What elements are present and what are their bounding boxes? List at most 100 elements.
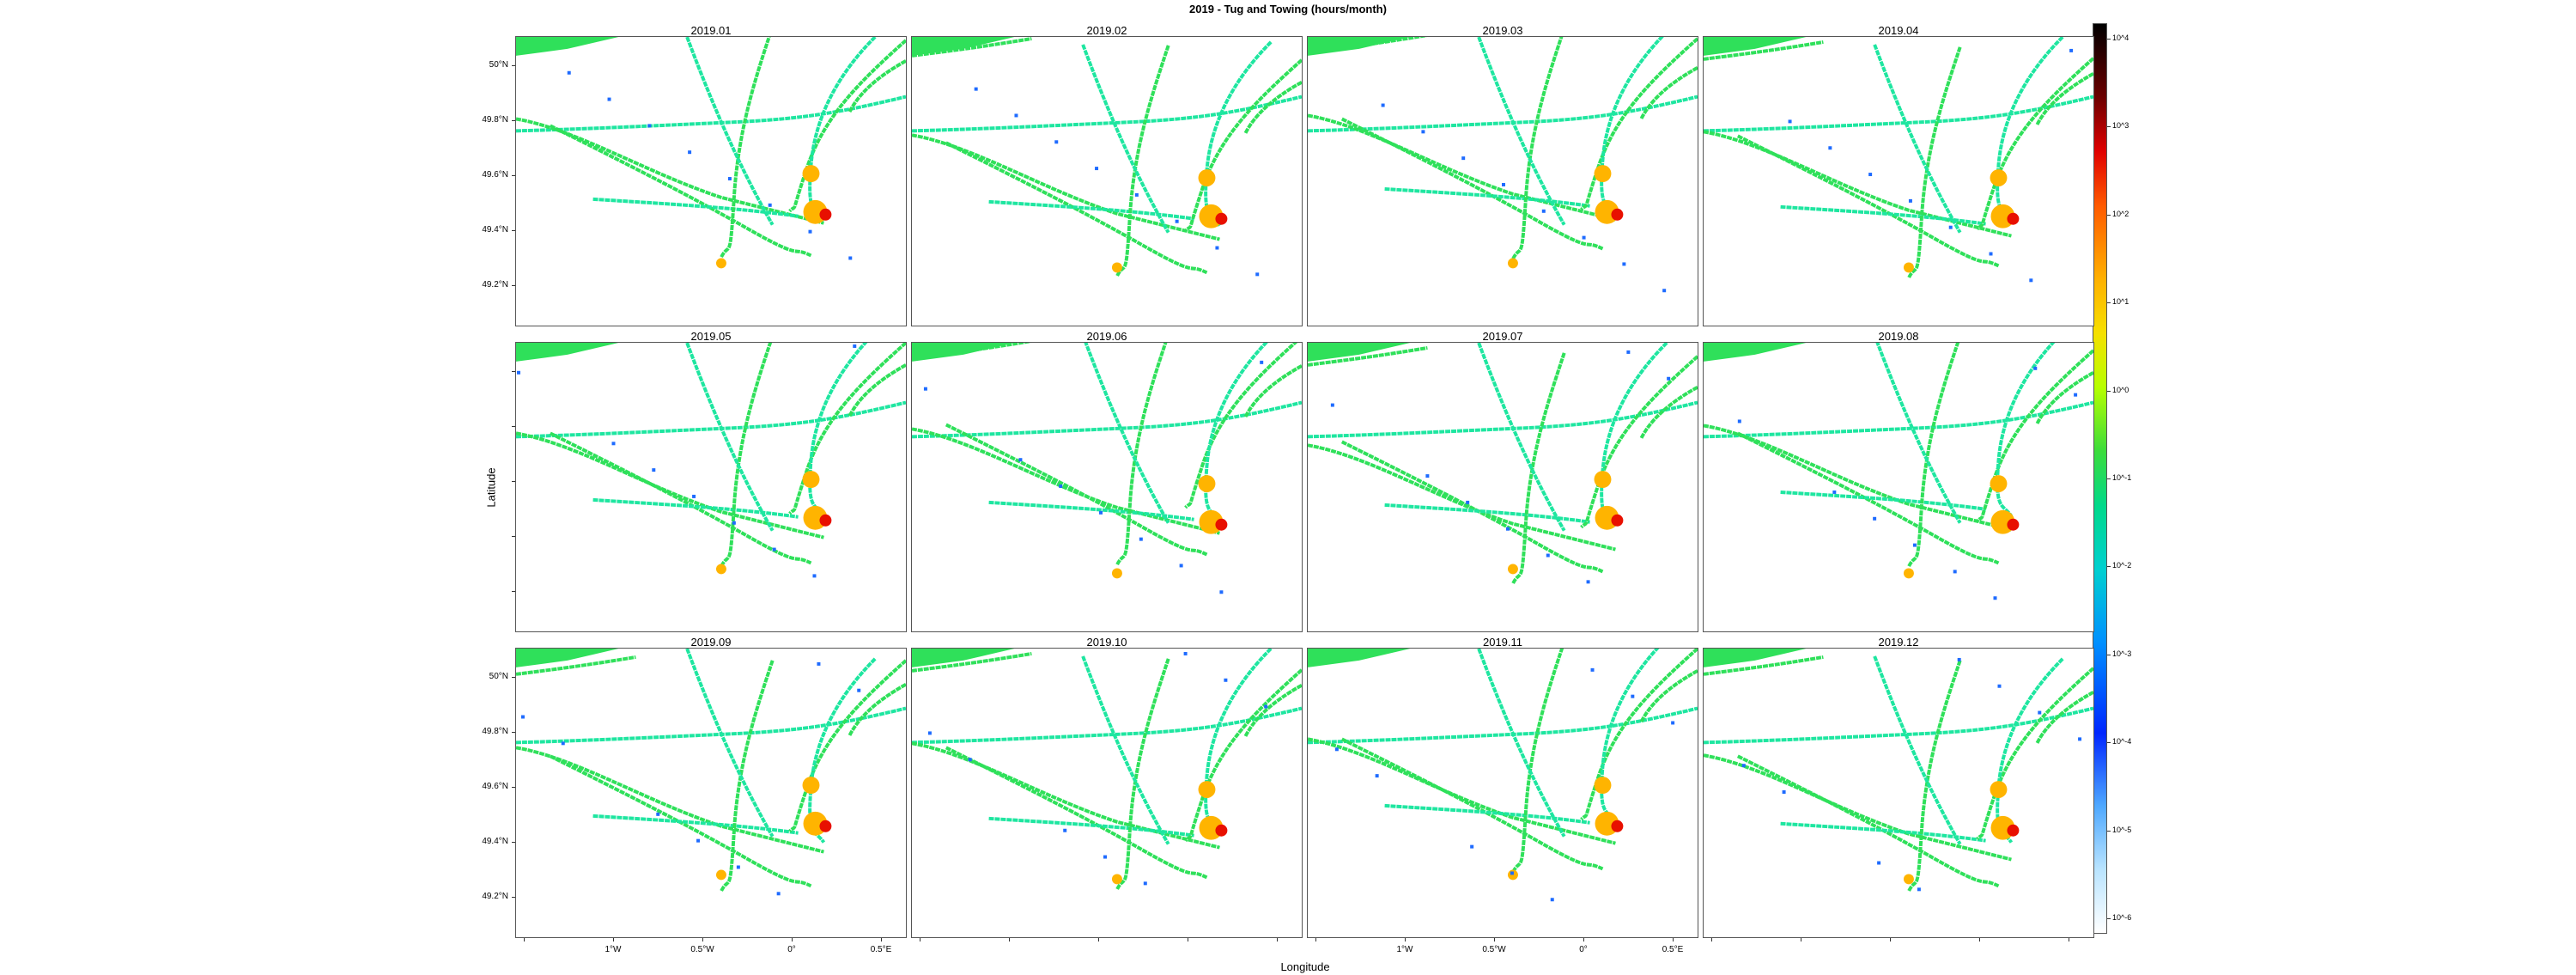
low-density-cell [2074,393,2078,397]
low-density-cell [1103,855,1107,859]
colorbar-tick-label: 10^-4 [2112,737,2132,746]
panel-title: 2019.05 [690,330,732,343]
low-density-cell [1421,130,1425,134]
ship-track [1736,431,2000,565]
low-density-cell [776,892,781,896]
ship-track [1996,343,2056,517]
low-density-cell [1590,667,1595,672]
lon-tick-label: 1°W [1396,945,1413,954]
activity-hotspot [1990,781,2008,798]
colorbar-tick [2107,742,2111,744]
lon-tick [1494,938,1495,941]
colorbar-tick-label: 10^-2 [2112,561,2132,570]
colorbar-tick-label: 10^1 [2112,297,2129,307]
low-density-cell [812,574,817,578]
ship-track [1580,649,1698,821]
y-axis-label: Latitude [484,467,498,508]
low-density-cell [567,70,571,75]
activity-hotspot [2007,824,2020,837]
low-density-cell [1505,527,1510,531]
ship-track [1907,343,1960,568]
ship-track [720,37,771,259]
ship-track [912,706,1302,745]
low-density-cell [968,758,972,762]
activity-hotspot [1198,169,1216,186]
ship-track [848,683,906,737]
low-density-cell [1334,747,1339,752]
ship-track [1873,44,1962,234]
low-density-cell [1993,596,1997,600]
ship-track [1580,355,1698,529]
shipping-lane-area [1308,649,1411,667]
ship-track [685,37,775,226]
ship-track [1243,80,1302,135]
lat-tick [512,787,515,788]
low-density-cell [2078,737,2082,741]
ship-track [1115,658,1170,891]
low-density-cell [923,387,927,391]
ship-track [1384,186,1590,208]
low-density-cell [652,468,656,472]
map-panel-2019.11 [1307,648,1698,938]
figure-title: 2019 - Tug and Towing (hours/month) [1189,3,1387,15]
low-density-cell [727,177,732,181]
ship-track [516,117,824,225]
ship-track [848,59,906,113]
lat-tick [512,371,515,372]
lon-tick-label: 0° [787,945,796,954]
ship-track [549,754,812,888]
low-density-cell [2069,48,2074,52]
colorbar-tick-label: 10^-1 [2112,473,2132,482]
ship-track [1384,803,1590,825]
activity-hotspot [1507,258,1518,269]
low-density-cell [1059,484,1063,488]
ship-track [1115,45,1170,277]
lat-tick-label: 49.8°N [482,727,508,736]
ship-track [1704,753,2012,862]
ship-track [1308,737,1616,845]
lon-tick [881,938,882,941]
activity-hotspot [802,471,820,488]
low-density-cell [1054,140,1059,144]
low-density-cell [1550,898,1554,902]
low-density-cell [1260,360,1264,364]
low-density-cell [1582,235,1586,240]
low-density-cell [1948,225,1953,229]
low-density-cell [1868,173,1873,177]
lon-tick [1098,938,1099,941]
ship-track [1976,349,2093,523]
ship-track [1780,204,1986,226]
colorbar [2093,23,2107,934]
shipping-lane-area [516,649,619,667]
activity-hotspot [1215,518,1228,531]
lon-tick [1009,938,1010,941]
low-density-cell [647,124,652,128]
ship-track [808,37,877,222]
ship-track [1780,490,1986,511]
map-panel-2019.05 [515,342,907,632]
lon-tick-label: 0.5°W [1482,945,1506,954]
panel-title: 2019.06 [1086,330,1127,343]
low-density-cell [732,521,736,525]
lat-tick-label: 50°N [489,60,508,70]
low-density-cell [1953,570,1957,574]
low-density-cell [817,661,821,666]
track-density-map [1308,649,1698,902]
ship-track [988,816,1194,838]
map-panel-2019.12 [1703,648,2094,938]
lon-tick-label: 0° [1579,945,1588,954]
map-panel-2019.08 [1703,342,2094,632]
lat-tick-label: 49.2°N [482,280,508,289]
ship-track [1340,117,1604,251]
panel-title: 2019.03 [1482,24,1523,37]
low-density-cell [1381,103,1385,107]
lon-tick [613,938,614,941]
ship-track [685,649,775,838]
panel-title: 2019.01 [690,24,732,37]
lat-tick [512,677,515,678]
colorbar-tick [2107,302,2111,304]
shipping-lane-area [1308,37,1411,56]
ship-track [912,652,1032,673]
lon-tick [1890,938,1891,941]
colorbar-tick [2107,478,2111,479]
